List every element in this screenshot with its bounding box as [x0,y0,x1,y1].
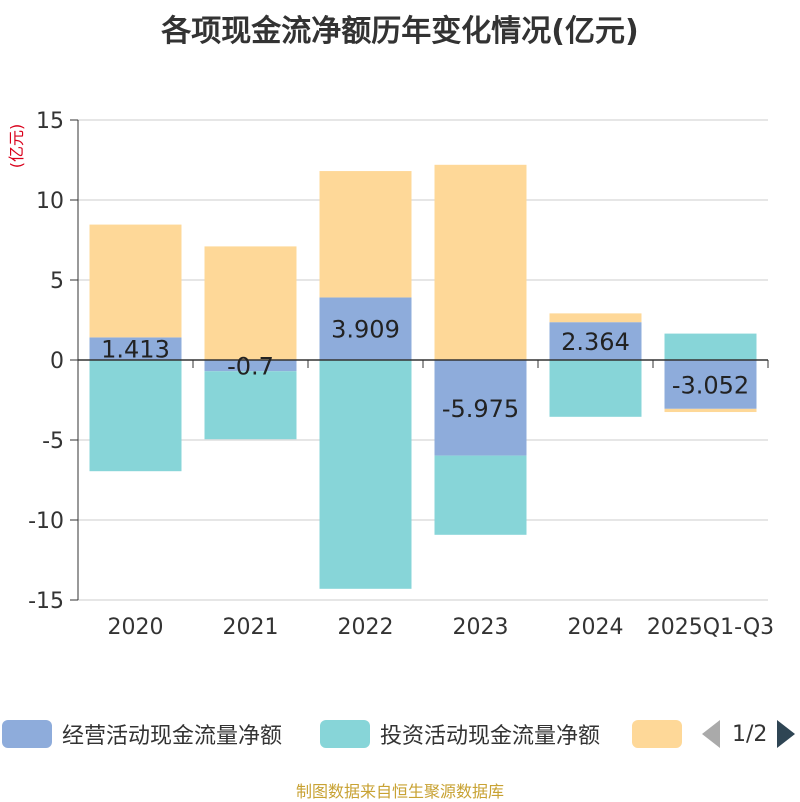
x-tick-label: 2021 [223,615,279,640]
bar-2023-series-1 [434,455,527,535]
legend-item-third[interactable] [632,716,692,752]
y-tick-label: -5 [42,429,64,454]
bar-2025Q1-Q3-series-2 [664,408,757,413]
bar-2023-series-2 [434,164,527,360]
legend-label-investing: 投资活动现金流量净额 [380,724,601,749]
data-label: -0.7 [227,353,274,381]
bar-2020-series-2 [89,224,182,338]
x-tick-label: 2023 [453,615,509,640]
bar-2025Q1-Q3-series-1 [664,333,757,360]
y-tick-label: -15 [28,589,64,614]
bar-2024-series-2 [549,313,642,323]
y-tick-label: 5 [50,269,64,294]
bar-2022-series-1 [319,360,412,589]
chart-title: 各项现金流净额历年变化情况(亿元) [161,14,639,49]
legend-item-investing[interactable]: 投资活动现金流量净额 [320,716,600,752]
legend-item-operating[interactable]: 经营活动现金流量净额 [2,716,282,752]
bar-2025Q1-Q3-series-0 [664,360,757,409]
data-label: -3.052 [672,371,749,399]
x-tick-label: 2025Q1-Q3 [647,615,774,640]
bar-2022-series-0 [319,297,412,360]
data-label: 1.413 [101,336,170,364]
x-tick-label: 2022 [338,615,394,640]
bar-2021-series-0 [204,360,297,372]
x-tick-label: 2020 [108,615,164,640]
bar-2024-series-1 [549,360,642,417]
y-axis-unit-label: (亿元) [7,124,26,169]
data-label: 3.909 [331,316,400,344]
x-tick-label: 2024 [568,615,624,640]
bar-2022-series-2 [319,171,412,298]
legend-swatch-third [632,720,682,748]
pager-page-text: 1/2 [732,721,768,747]
bar-2024-series-0 [549,322,642,360]
data-label: -5.975 [442,395,519,423]
y-tick-label: 0 [50,349,64,374]
pager-prev-icon[interactable] [702,720,720,748]
data-label: 2.364 [561,328,630,356]
source-note: 制图数据来自恒生聚源数据库 [295,782,504,801]
y-tick-label: 10 [36,189,64,214]
legend-pager: 1/2 [700,716,800,752]
y-tick-label: 15 [36,109,64,134]
bars-layer [89,164,757,589]
bar-2020-series-1 [89,360,182,472]
bar-2021-series-1 [204,371,297,440]
legend-swatch-operating [2,720,52,748]
bar-2023-series-0 [434,360,527,456]
legend-label-operating: 经营活动现金流量净额 [62,724,283,749]
bar-2021-series-2 [204,246,297,360]
labels-layer: 2020 2021 2022 2023 2024 2025Q1-Q3 1.413 -0.7 3.… [101,316,774,640]
y-tick-label: -10 [28,509,64,534]
legend: 经营活动现金流量净额 投资活动现金流量净额 [0,716,800,752]
bar-2020-series-0 [89,337,182,360]
pager-next-icon[interactable] [777,720,796,748]
legend-swatch-investing [320,720,370,748]
axis-layer: -15 -10 -5 0 5 10 15 (亿元) [7,109,769,614]
